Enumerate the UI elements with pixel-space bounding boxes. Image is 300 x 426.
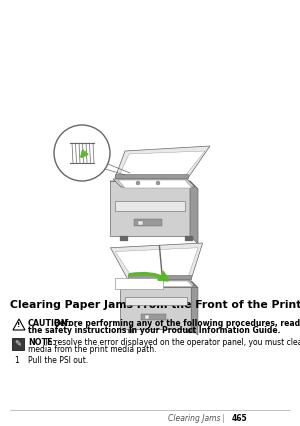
Polygon shape xyxy=(190,181,198,244)
Polygon shape xyxy=(115,174,188,178)
Text: media from the print media path.: media from the print media path. xyxy=(28,345,157,354)
Text: Clearing Jams: Clearing Jams xyxy=(168,414,220,423)
Circle shape xyxy=(54,125,110,181)
Polygon shape xyxy=(128,275,191,279)
Text: the safety instructions in your Product Information Guide.: the safety instructions in your Product … xyxy=(28,326,280,335)
Circle shape xyxy=(156,181,160,185)
Text: NOTE:: NOTE: xyxy=(28,338,56,347)
Polygon shape xyxy=(123,280,195,286)
Bar xyxy=(138,221,143,225)
Polygon shape xyxy=(115,248,198,276)
Text: To resolve the error displayed on the operator panel, you must clear all print: To resolve the error displayed on the op… xyxy=(44,338,300,347)
Text: Before performing any of the following procedures, read and follow: Before performing any of the following p… xyxy=(54,319,300,328)
Text: 1: 1 xyxy=(14,356,19,365)
Text: Clearing Paper Jams From the Front of the Printer: Clearing Paper Jams From the Front of th… xyxy=(10,300,300,310)
Polygon shape xyxy=(13,319,25,330)
Polygon shape xyxy=(115,278,163,288)
Polygon shape xyxy=(119,151,205,176)
Polygon shape xyxy=(191,281,198,335)
Polygon shape xyxy=(110,243,203,279)
Text: |: | xyxy=(222,414,225,423)
Circle shape xyxy=(136,181,140,185)
Polygon shape xyxy=(110,181,198,189)
Bar xyxy=(188,328,194,333)
Polygon shape xyxy=(120,281,191,328)
Polygon shape xyxy=(110,181,190,236)
Polygon shape xyxy=(115,146,210,178)
Polygon shape xyxy=(115,201,185,211)
Polygon shape xyxy=(120,281,198,288)
Bar xyxy=(145,315,149,319)
Circle shape xyxy=(159,281,163,285)
Bar xyxy=(120,236,128,241)
Circle shape xyxy=(142,281,146,285)
Polygon shape xyxy=(118,180,192,188)
Bar xyxy=(185,236,193,241)
Text: CAUTION:: CAUTION: xyxy=(28,319,72,328)
Polygon shape xyxy=(125,297,187,305)
Polygon shape xyxy=(126,281,193,287)
Bar xyxy=(134,219,162,226)
FancyBboxPatch shape xyxy=(12,338,24,350)
Text: 465: 465 xyxy=(232,414,248,423)
Text: ✎: ✎ xyxy=(14,339,22,348)
Text: !: ! xyxy=(17,322,21,328)
Bar xyxy=(128,328,134,333)
Bar xyxy=(141,314,166,320)
Polygon shape xyxy=(113,179,195,187)
Text: Pull the PSI out.: Pull the PSI out. xyxy=(28,356,88,365)
